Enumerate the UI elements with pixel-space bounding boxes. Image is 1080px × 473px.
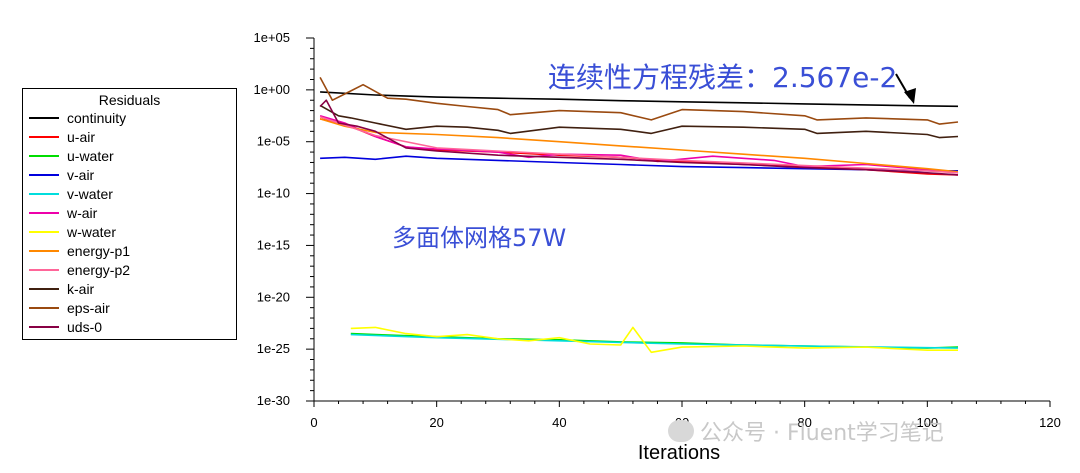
y-tick-label: 1e-10 <box>257 186 290 201</box>
legend-swatch <box>29 193 59 195</box>
legend-swatch <box>29 155 59 157</box>
series-line-continuity <box>320 91 959 108</box>
legend-label: v-air <box>67 167 95 183</box>
legend-label: w-water <box>67 224 117 240</box>
legend-swatch <box>29 288 59 290</box>
x-tick-label: 80 <box>797 415 811 430</box>
mesh-annotation: 多面体网格57W <box>392 224 567 252</box>
legend-item-uds-0: uds-0 <box>29 318 102 336</box>
x-tick-label: 100 <box>916 415 938 430</box>
series-line-w-water <box>350 326 958 354</box>
series-line-uds-0 <box>319 99 959 176</box>
legend-item-u-air: u-air <box>29 128 95 146</box>
legend-item-eps-air: eps-air <box>29 299 110 317</box>
legend-swatch <box>29 174 59 176</box>
legend-label: energy-p2 <box>67 262 131 278</box>
series-line-w-air <box>319 115 959 174</box>
continuity-residual-annotation: 连续性方程残差：2.567e-2 <box>548 61 898 94</box>
legend-item-v-air: v-air <box>29 166 94 184</box>
legend-label: k-air <box>67 281 95 297</box>
legend-swatch <box>29 117 59 119</box>
legend-label: uds-0 <box>67 319 103 335</box>
legend-swatch <box>29 212 59 214</box>
legend-item-v-water: v-water <box>29 185 113 203</box>
y-tick-label: 1e-30 <box>257 393 290 408</box>
legend-item-energy-p2: energy-p2 <box>29 261 130 279</box>
y-tick-label: 1e+05 <box>253 30 290 45</box>
legend-item-w-water: w-water <box>29 223 116 241</box>
legend-swatch <box>29 269 59 271</box>
wechat-icon <box>668 420 694 442</box>
legend-item-continuity: continuity <box>29 109 126 127</box>
x-tick-label: 20 <box>429 415 443 430</box>
legend-swatch <box>29 307 59 309</box>
x-axis-label: Iterations <box>638 442 720 464</box>
y-tick-label: 1e-25 <box>257 341 290 356</box>
legend-item-u-water: u-water <box>29 147 114 165</box>
y-tick-label: 1e+00 <box>253 82 290 97</box>
legend-swatch <box>29 250 59 252</box>
legend-label: w-air <box>67 205 98 221</box>
series-line-energy-p1 <box>319 118 959 173</box>
annotation-arrow-head <box>904 88 916 104</box>
legend-swatch <box>29 326 59 328</box>
x-tick-label: 120 <box>1039 415 1061 430</box>
legend: Residuals continuity u-air u-water v-air v-w… <box>22 88 237 340</box>
legend-title: Residuals <box>98 92 161 108</box>
y-tick-label: 1e-15 <box>257 237 290 252</box>
y-tick-label: 1e-20 <box>257 289 290 304</box>
x-tick-label: 0 <box>310 415 317 430</box>
legend-item-k-air: k-air <box>29 280 94 298</box>
watermark-text: 公众号 · Fluent学习笔记 <box>700 421 944 446</box>
legend-swatch <box>29 136 59 138</box>
legend-label: v-water <box>67 186 113 202</box>
legend-swatch <box>29 231 59 233</box>
legend-label: u-air <box>67 129 96 145</box>
series-line-v-water <box>350 333 959 349</box>
legend-label: energy-p1 <box>67 243 131 259</box>
y-tick-label: 1e-05 <box>257 134 290 149</box>
legend-item-w-air: w-air <box>29 204 97 222</box>
series-line-eps-air <box>319 77 959 125</box>
legend-label: eps-air <box>67 300 110 316</box>
series-line-k-air <box>319 104 959 139</box>
legend-label: u-water <box>67 148 114 164</box>
legend-label: continuity <box>67 110 127 126</box>
x-tick-label: 40 <box>552 415 566 430</box>
legend-item-energy-p1: energy-p1 <box>29 242 130 260</box>
watermark: 公众号 · Fluent学习笔记 <box>668 415 944 447</box>
